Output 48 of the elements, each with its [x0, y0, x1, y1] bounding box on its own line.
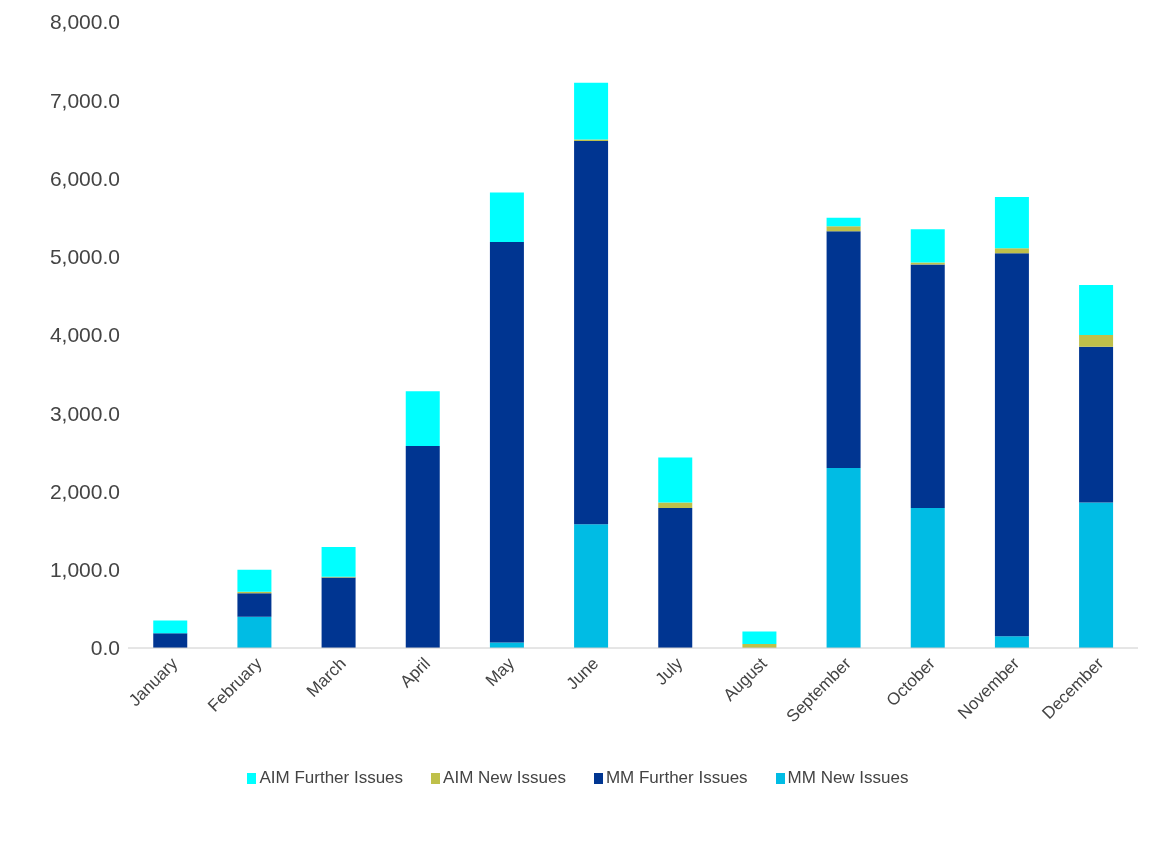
bar [994, 253, 1029, 637]
y-tick-label: 2,000.0 [49, 479, 120, 503]
bar [405, 391, 440, 447]
legend-label: MM Further Issues [604, 768, 748, 788]
bar [826, 226, 861, 232]
bar [994, 636, 1029, 648]
y-tick-label: 7,000.0 [49, 88, 120, 112]
bar [910, 229, 945, 263]
bar [910, 507, 945, 648]
bar [1079, 284, 1114, 335]
x-tick-label: July [651, 653, 687, 689]
y-tick-label: 1,000.0 [49, 558, 120, 582]
bar [994, 196, 1029, 249]
bar [826, 231, 861, 469]
legend-label: MM New Issues [786, 768, 909, 788]
bar [1079, 335, 1114, 347]
bar [489, 192, 524, 242]
bar [237, 616, 272, 648]
bar [237, 593, 272, 617]
y-tick-label: 4,000.0 [49, 323, 120, 347]
bar [658, 507, 693, 648]
legend-label: AIM New Issues [442, 768, 566, 788]
bar [237, 569, 272, 592]
bar [321, 547, 356, 577]
bar [153, 633, 188, 648]
bar [742, 631, 777, 645]
bar [994, 248, 1029, 254]
bar [153, 620, 188, 634]
legend-label: AIM Further Issues [258, 768, 404, 788]
y-tick-label: 0.0 [90, 636, 120, 660]
bar [910, 264, 945, 508]
y-tick-label: 3,000.0 [49, 401, 120, 425]
bar [826, 468, 861, 648]
bar [1079, 346, 1114, 503]
bar [574, 524, 609, 648]
y-tick-label: 5,000.0 [49, 245, 120, 269]
y-tick-label: 6,000.0 [49, 166, 120, 190]
bar [574, 82, 609, 140]
bar [489, 241, 524, 643]
y-tick-label: 8,000.0 [49, 10, 120, 34]
x-tick-label: May [481, 653, 519, 691]
bar [658, 457, 693, 503]
bar [405, 446, 440, 648]
bar [826, 217, 861, 227]
bar [321, 577, 356, 648]
bar [1079, 502, 1114, 648]
bar [658, 502, 693, 508]
bar [574, 140, 609, 525]
